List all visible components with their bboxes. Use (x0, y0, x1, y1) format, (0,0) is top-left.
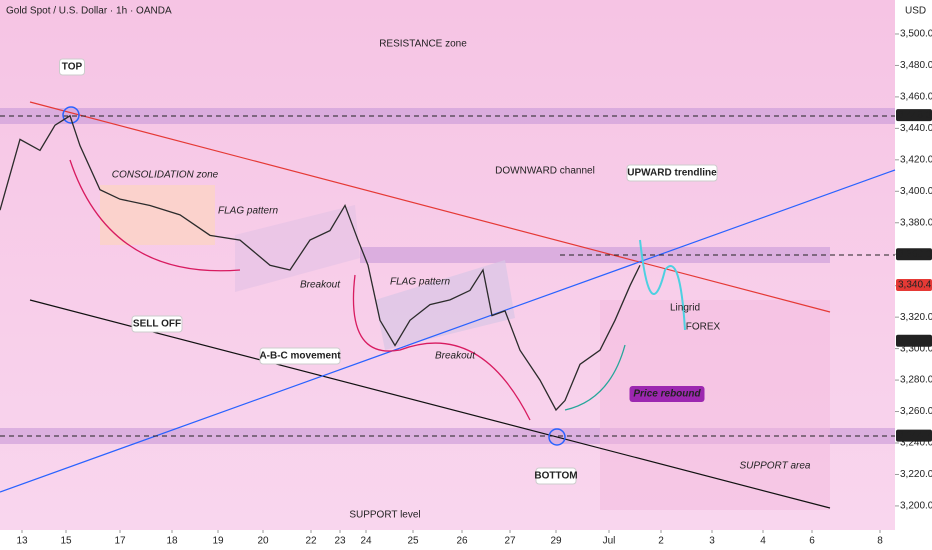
x-tick-label: 17 (114, 536, 126, 547)
y-tick-label: 3,260.000 (900, 406, 932, 417)
x-tick-label: 6 (809, 536, 815, 547)
bottom-marker (548, 428, 566, 446)
y-tick-label: 3,220.000 (900, 469, 932, 480)
annotation: UPWARD trendline (627, 168, 717, 179)
annotation: Breakout (300, 280, 341, 291)
x-tick-label: 13 (16, 536, 28, 547)
price-label: 3,305.000 (898, 335, 932, 346)
y-tick-label: 3,460.000 (900, 92, 932, 103)
downward-channel-bottom (29, 299, 831, 509)
annotation: DOWNWARD channel (495, 166, 595, 177)
x-tick-label: Jul (603, 536, 616, 547)
annotation-box (131, 315, 183, 333)
annotation: SELL OFF (133, 319, 181, 330)
price-label-box (896, 109, 932, 122)
annotation: Price rebound (633, 389, 701, 400)
x-tick-label: 23 (334, 536, 346, 547)
projection (639, 239, 686, 331)
y-tick-label: 3,440.000 (900, 123, 932, 134)
x-tick-label: 26 (456, 536, 468, 547)
annotation-box (535, 467, 577, 485)
price-label: 3,340.425 (898, 280, 932, 291)
y-tick-label: 3,400.000 (900, 186, 932, 197)
watermark: Lingrid (670, 303, 700, 314)
price-label: 3,244.707 (898, 430, 932, 441)
support-area (600, 300, 830, 510)
arrow (352, 274, 531, 421)
annotation: FLAG pattern (390, 277, 450, 288)
x-tick-label: 19 (212, 536, 224, 547)
flag-box (375, 260, 515, 350)
top-marker (62, 106, 80, 124)
y-tick-label: 3,380.000 (900, 217, 932, 228)
annotation: A-B-C movement (259, 351, 341, 362)
currency: USD (905, 6, 926, 17)
x-tick-label: 3 (709, 536, 715, 547)
y-tick-label: 3,420.000 (900, 154, 932, 165)
x-tick-label: 24 (360, 536, 372, 547)
price-line (0, 114, 641, 412)
annotation: SUPPORT level (349, 510, 420, 521)
price-label-box (896, 248, 932, 261)
x-tick-label: 20 (257, 536, 269, 547)
resistance-band (0, 108, 895, 124)
arrow (564, 344, 626, 411)
x-tick-label: 18 (166, 536, 178, 547)
annotation-box (629, 386, 705, 402)
x-tick-label: 4 (760, 536, 766, 547)
x-tick-label: 29 (550, 536, 562, 547)
price-label-box (896, 279, 932, 292)
symbol: Gold Spot / U.S. Dollar · 1h · OANDA (6, 6, 172, 17)
y-tick-label: 3,300.000 (900, 343, 932, 354)
flag-box (235, 205, 360, 292)
annotation-box (626, 164, 718, 182)
annotation: TOP (62, 62, 83, 73)
x-tick-label: 2 (658, 536, 664, 547)
price-label-box (896, 429, 932, 442)
zone-band (360, 247, 830, 263)
x-tick-label: 25 (407, 536, 419, 547)
x-tick-label: 8 (877, 536, 883, 547)
annotation-box (59, 58, 85, 76)
annotation: RESISTANCE zone (379, 39, 467, 50)
price-label: 3,360.000 (898, 249, 932, 260)
annotation: Breakout (435, 351, 476, 362)
price-label: 3,448.399 (898, 110, 932, 121)
watermark: FOREX (686, 322, 721, 333)
downward-channel-top (29, 101, 831, 313)
y-tick-label: 3,240.000 (900, 438, 932, 449)
axis-background (0, 530, 895, 550)
y-tick-label: 3,200.000 (900, 501, 932, 512)
x-tick-label: 27 (504, 536, 516, 547)
price-label-box (896, 334, 932, 347)
annotation-box (259, 347, 341, 365)
annotation: CONSOLIDATION zone (112, 170, 219, 181)
x-tick-label: 22 (305, 536, 317, 547)
annotation: SUPPORT area (740, 461, 811, 472)
y-tick-label: 3,280.000 (900, 375, 932, 386)
x-tick-label: 15 (60, 536, 72, 547)
arrow (69, 159, 241, 272)
y-tick-label: 3,500.000 (900, 29, 932, 40)
axis-background (895, 0, 932, 550)
upward-trendline (0, 169, 896, 493)
annotation: FLAG pattern (218, 206, 278, 217)
annotation: BOTTOM (534, 471, 577, 482)
y-tick-label: 3,480.000 (900, 60, 932, 71)
consolidation-box (100, 185, 215, 245)
y-tick-label: 3,320.000 (900, 312, 932, 323)
